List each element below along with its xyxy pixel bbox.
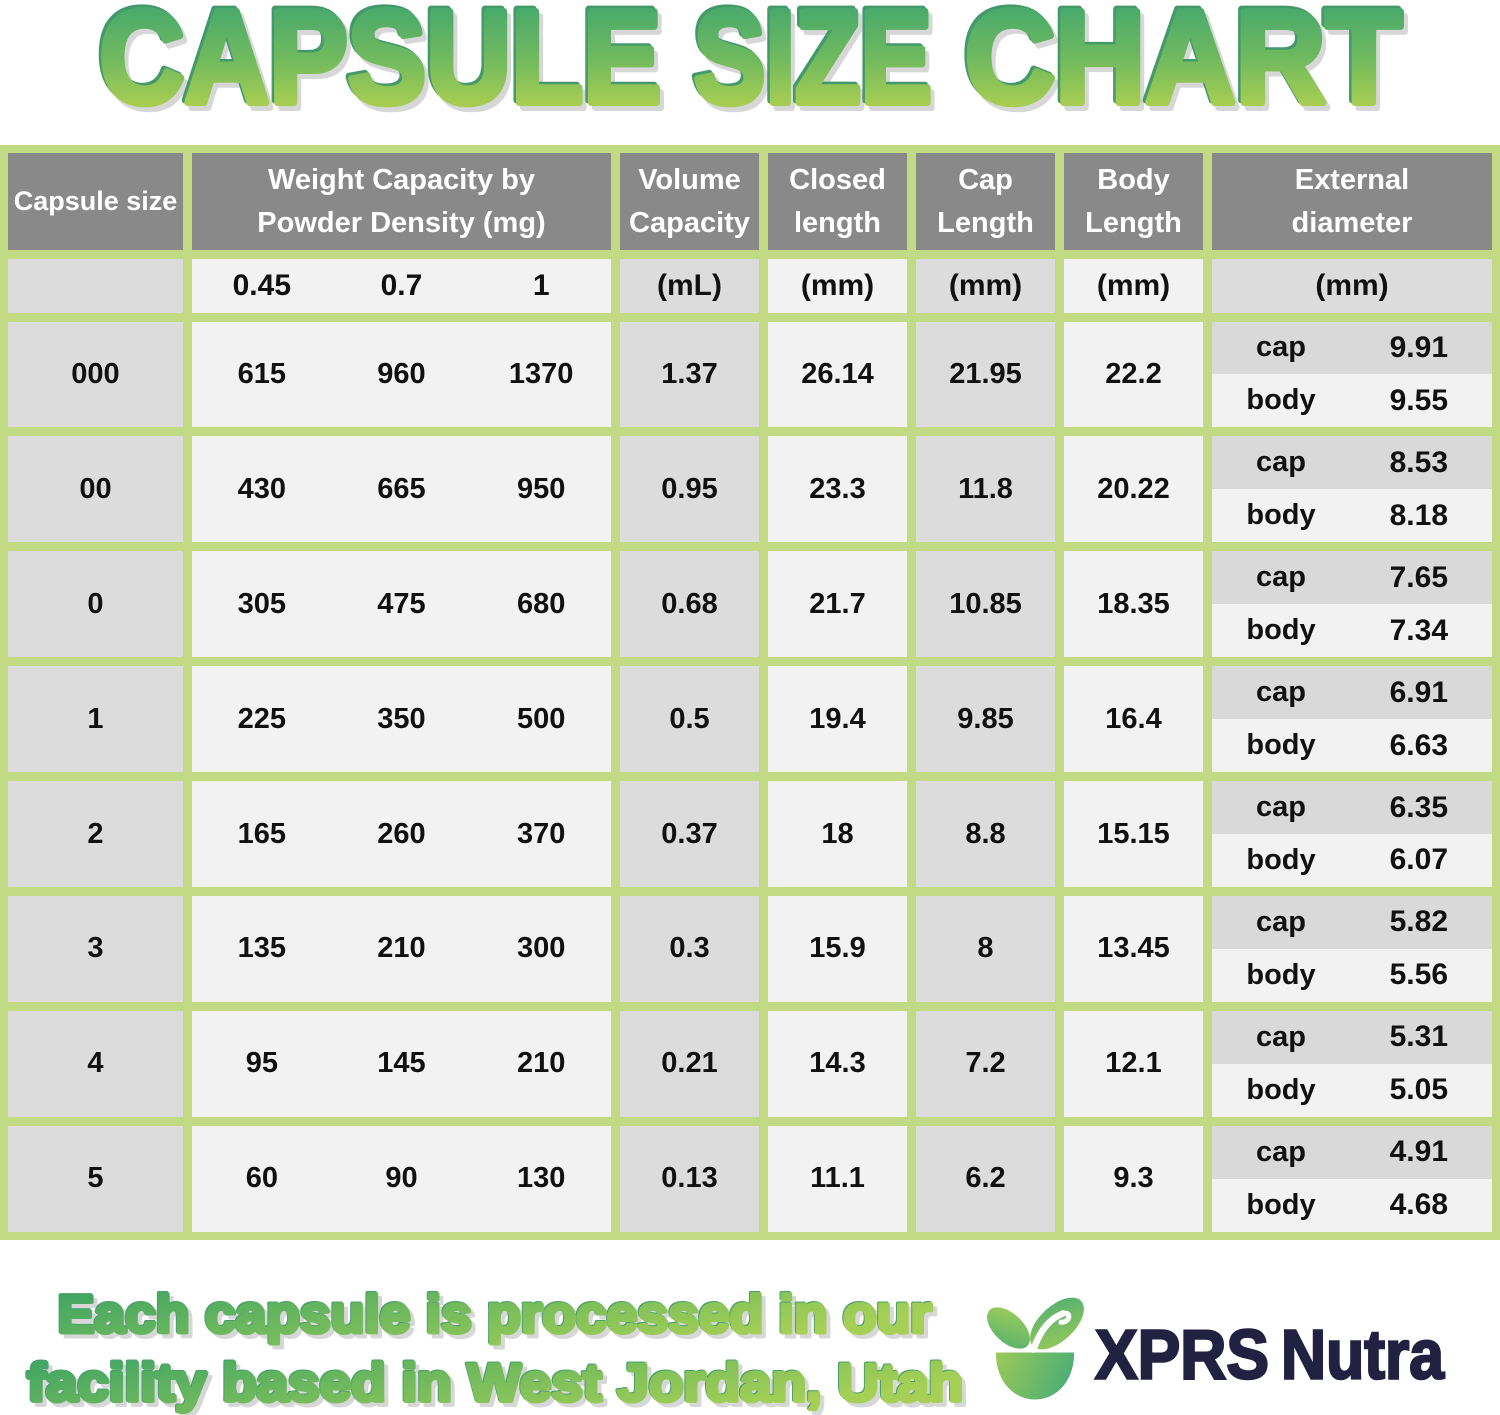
svg-text:CHART: CHART xyxy=(965,0,1402,131)
svg-text:SIZE: SIZE xyxy=(698,0,936,136)
svg-text:facility based in West Jordan,: facility based in West Jordan, Utah xyxy=(28,1354,964,1413)
svg-text:Each capsule is processed in o: Each capsule is processed in our xyxy=(58,1286,932,1345)
svg-text:CAPSULE: CAPSULE xyxy=(97,0,659,128)
svg-text:CAPSULE: CAPSULE xyxy=(104,0,666,136)
svg-text:CHART: CHART xyxy=(963,0,1400,128)
svg-text:Each capsule is processed in o: Each capsule is processed in our xyxy=(62,1290,936,1349)
svg-text:CAPSULE: CAPSULE xyxy=(100,0,662,131)
svg-text:facility based in West Jordan,: facility based in West Jordan, Utah xyxy=(32,1358,968,1415)
svg-text:CHART: CHART xyxy=(969,0,1406,136)
svg-text:SIZE: SIZE xyxy=(694,0,932,131)
svg-text:Each capsule is processed in o: Each capsule is processed in our xyxy=(57,1285,931,1344)
svg-text:XPRS: XPRS xyxy=(1095,1316,1269,1394)
svg-text:SIZE: SIZE xyxy=(692,0,930,128)
svg-text:Nutra: Nutra xyxy=(1281,1316,1445,1394)
svg-text:facility based in West Jordan,: facility based in West Jordan, Utah xyxy=(27,1353,963,1412)
